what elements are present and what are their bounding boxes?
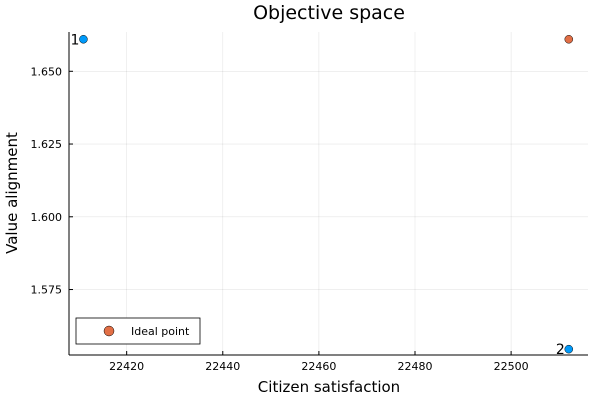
grid-lines — [69, 32, 588, 355]
x-tick-label: 22480 — [398, 360, 433, 373]
legend-label: Ideal point — [131, 325, 190, 338]
legend-box — [75, 317, 201, 345]
x-tick-label: 22460 — [301, 360, 336, 373]
plot-frame — [68, 32, 588, 356]
point-label: 2 — [556, 342, 565, 358]
y-axis-ticks: 1.575 1.600 1.625 1.650 — [31, 65, 73, 297]
x-tick-label: 22500 — [494, 360, 529, 373]
point-label: 1 — [70, 32, 79, 48]
solution-point — [79, 35, 88, 44]
y-tick-label: 1.600 — [31, 211, 63, 224]
y-tick-label: 1.575 — [31, 284, 63, 297]
x-tick-label: 22420 — [109, 360, 144, 373]
legend-marker — [103, 325, 115, 337]
y-tick-label: 1.650 — [31, 65, 63, 78]
y-tick-label: 1.625 — [31, 138, 63, 151]
x-tick-label: 22440 — [205, 360, 240, 373]
y-axis-label: Value alignment — [3, 132, 21, 254]
chart-title: Objective space — [253, 2, 405, 24]
x-axis-ticks: 22420 22440 22460 22480 22500 — [109, 351, 529, 373]
solution-point — [564, 344, 574, 354]
legend: Ideal point — [75, 317, 201, 345]
x-axis-label: Citizen satisfaction — [258, 378, 400, 396]
ideal-point-marker — [564, 35, 574, 44]
data-points: 12 — [70, 32, 574, 358]
